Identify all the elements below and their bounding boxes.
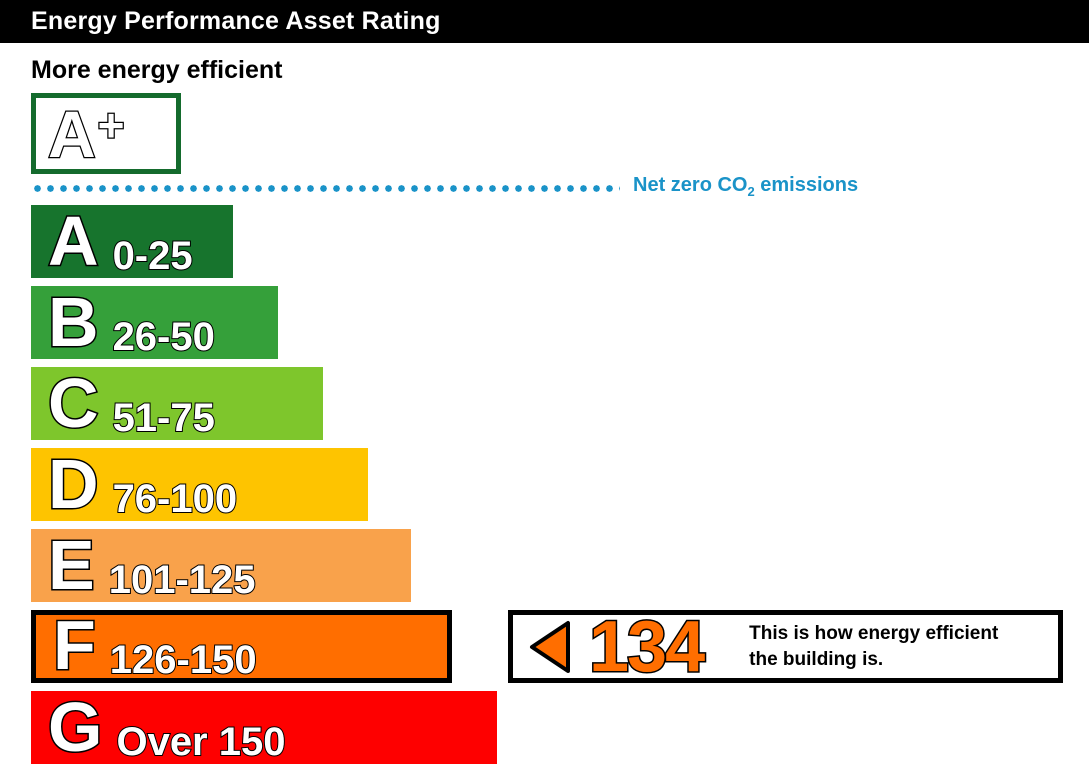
band-letter: E bbox=[47, 529, 97, 602]
band-letter: A bbox=[47, 96, 97, 171]
rating-indicator-box: 134 This is how energy efficient the bui… bbox=[508, 606, 1063, 687]
plus-icon: + bbox=[96, 98, 125, 151]
band-range: 51-75 bbox=[112, 395, 216, 440]
rating-description-line2: the building is. bbox=[749, 648, 884, 670]
band-letter: D bbox=[47, 448, 101, 521]
band-row-d: D 76-100 bbox=[31, 448, 1089, 521]
band-row-b: B 26-50 bbox=[31, 286, 1089, 359]
band-range: 126-150 bbox=[109, 637, 258, 682]
rating-value: 134 bbox=[587, 606, 706, 687]
band-letter: C bbox=[47, 367, 101, 440]
band-bar-d: D 76-100 bbox=[31, 448, 368, 521]
band-letter: F bbox=[52, 610, 98, 683]
band-bar-g: G Over 150 bbox=[31, 691, 497, 764]
band-bar-b: B 26-50 bbox=[31, 286, 278, 359]
rating-description: This is how energy efficient the buildin… bbox=[749, 621, 998, 673]
band-row-c: C 51-75 bbox=[31, 367, 1089, 440]
net-zero-text-tail: emissions bbox=[754, 173, 859, 196]
band-range: 0-25 bbox=[112, 233, 194, 278]
rating-description-line1: This is how energy efficient bbox=[749, 622, 999, 644]
band-range: 101-125 bbox=[108, 557, 257, 602]
more-energy-efficient-label: More energy efficient bbox=[31, 56, 283, 84]
band-bar-f-current: F 126-150 bbox=[31, 610, 452, 683]
left-arrow-icon bbox=[529, 620, 571, 674]
page-title: Energy Performance Asset Rating bbox=[31, 7, 441, 35]
band-row-g: G Over 150 bbox=[31, 691, 1089, 764]
band-bar-a: A 0-25 bbox=[31, 205, 233, 278]
rating-scale: A 0-25 B 26-50 C 51-75 D 76-100 E 101-125 F 12… bbox=[31, 205, 1089, 764]
band-row-a: A 0-25 bbox=[31, 205, 1089, 278]
band-letter: G bbox=[46, 691, 103, 764]
band-letter: B bbox=[47, 286, 101, 359]
band-letter: A bbox=[47, 205, 101, 278]
net-zero-label: Net zero CO2 emissions bbox=[633, 173, 859, 201]
dotted-line bbox=[31, 183, 620, 193]
net-zero-text: Net zero CO bbox=[633, 173, 748, 196]
band-bar-e: E 101-125 bbox=[31, 529, 411, 602]
band-range: 76-100 bbox=[112, 476, 239, 521]
band-a-plus: A + bbox=[31, 93, 181, 174]
band-bar-c: C 51-75 bbox=[31, 367, 323, 440]
band-range: 26-50 bbox=[112, 314, 216, 359]
net-zero-row: Net zero CO2 emissions bbox=[31, 175, 1089, 199]
band-range: Over 150 bbox=[115, 719, 286, 764]
header-bar: Energy Performance Asset Rating bbox=[0, 0, 1089, 43]
band-row-e: E 101-125 bbox=[31, 529, 1089, 602]
band-row-f: F 126-150 134 This is how energy efficien… bbox=[31, 606, 1089, 687]
net-zero-subscript: 2 bbox=[747, 183, 755, 199]
